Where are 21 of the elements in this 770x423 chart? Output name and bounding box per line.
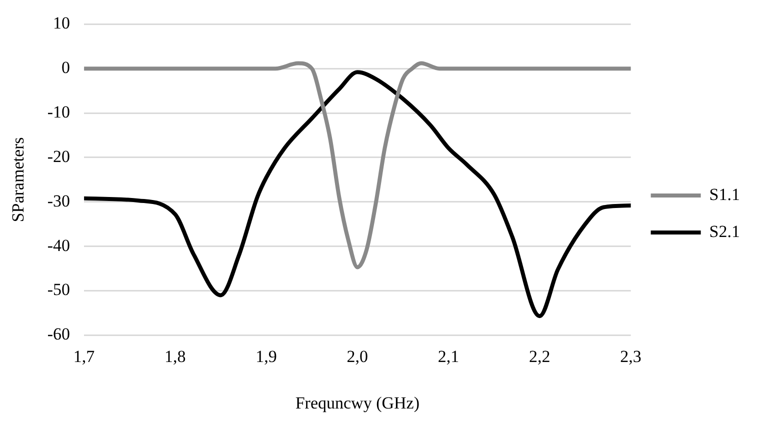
x-axis-title: Frequncwy (GHz) — [295, 393, 420, 412]
x-tick-label: 1,7 — [73, 346, 96, 366]
x-tick-label: 2,0 — [346, 346, 368, 366]
y-axis-title: SParameters — [8, 137, 28, 222]
legend-label: S2.1 — [709, 222, 740, 241]
y-tick-label: -10 — [47, 102, 70, 122]
y-tick-label: 0 — [62, 58, 70, 78]
line-series — [84, 70, 631, 318]
x-tick-label: 2,1 — [438, 346, 460, 366]
y-tick-label: -40 — [47, 236, 70, 255]
x-tick-label: 1,9 — [256, 346, 277, 366]
y-tick-label: -20 — [47, 146, 70, 166]
y-tick-label: -60 — [47, 324, 70, 344]
line-series — [84, 61, 631, 270]
y-tick-label: -50 — [47, 280, 70, 300]
y-tick-label: -30 — [47, 191, 70, 210]
x-tick-label: 2,3 — [620, 346, 642, 366]
y-tick-label: 10 — [53, 14, 70, 33]
x-tick-label: 2,2 — [529, 346, 550, 366]
x-tick-label: 1,8 — [164, 346, 186, 366]
legend-label: S1.1 — [709, 184, 740, 204]
